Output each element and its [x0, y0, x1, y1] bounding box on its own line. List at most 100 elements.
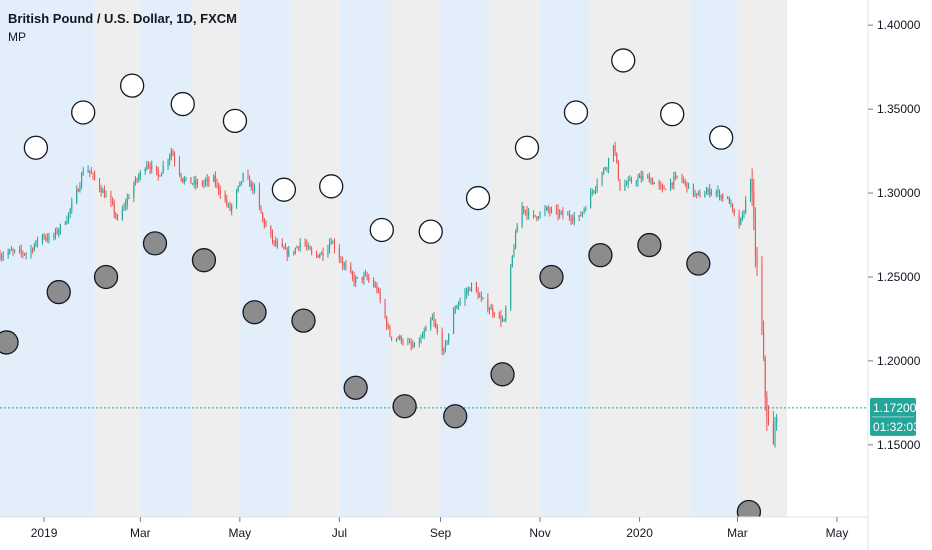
candle-body [510, 266, 512, 308]
candle-body [562, 211, 564, 216]
symbol-title[interactable]: British Pound / U.S. Dollar, 1D, FXCM [8, 11, 237, 26]
candle-body [379, 291, 381, 300]
candle [709, 183, 711, 198]
candle [149, 162, 151, 175]
candle-body [751, 179, 753, 193]
candle-body [681, 176, 683, 181]
candle [751, 168, 753, 206]
candle-body [309, 246, 311, 250]
candle-body [640, 176, 642, 180]
candle-body [436, 327, 438, 333]
candle [539, 211, 541, 219]
candle [170, 147, 172, 161]
candle [102, 187, 104, 194]
candle-body [493, 313, 495, 316]
mp-filled-circle [588, 242, 613, 268]
candle [614, 141, 616, 156]
candle-body [240, 181, 243, 183]
candle-body [275, 241, 277, 245]
candle-body [536, 216, 538, 219]
candle [214, 171, 216, 188]
candle [191, 183, 194, 186]
candle [242, 172, 244, 183]
candle-body [319, 254, 321, 258]
candle-body [195, 180, 197, 185]
candle-body [322, 252, 324, 257]
candle-body [431, 317, 433, 321]
candle-body [128, 197, 130, 199]
candle-body [402, 341, 404, 343]
candle [772, 410, 774, 445]
month-band [0, 0, 45, 517]
candle [231, 203, 233, 216]
candle-body [457, 303, 460, 307]
mp-filled-circle [0, 330, 19, 355]
candle-body [549, 209, 551, 212]
candle [399, 334, 401, 341]
time-tick-label: Sep [430, 526, 452, 540]
candle [515, 229, 517, 250]
mp-filled-circle [93, 264, 119, 290]
candle [98, 177, 101, 193]
candle [663, 185, 665, 190]
candle-body [738, 213, 740, 225]
candle [216, 178, 218, 189]
candle [361, 276, 363, 284]
candle [479, 292, 481, 298]
candle [459, 297, 461, 307]
candle-body [242, 173, 244, 182]
candle-body [397, 338, 399, 340]
candle [69, 208, 71, 219]
candle-body [208, 178, 210, 182]
mp-filled-circle [242, 300, 267, 325]
price-axis[interactable]: 1.40000 1.35000 1.30000 1.25000 1.20000 1.150… [868, 18, 921, 452]
indicator-label[interactable]: MP [8, 30, 26, 44]
candle-body [488, 309, 491, 311]
candle-body [249, 178, 251, 187]
candle-body [149, 166, 151, 170]
candle [229, 201, 231, 212]
candle [526, 205, 528, 220]
candle-body [573, 216, 575, 221]
candle-body [470, 282, 473, 291]
candle [488, 306, 491, 315]
candle [121, 205, 123, 221]
candle-body [180, 173, 182, 179]
time-axis[interactable]: 2019 Mar May Jul Sep Nov 2020 Mar May [31, 517, 849, 540]
candle [253, 183, 256, 194]
candle [627, 176, 629, 189]
candle [0, 249, 1, 261]
candle [46, 233, 48, 243]
candle-body [304, 242, 306, 245]
candle-body [722, 195, 724, 199]
candle-body [617, 162, 619, 180]
candle [273, 240, 275, 247]
candle [128, 194, 130, 200]
candle [105, 190, 107, 198]
mp-filled-circle [142, 231, 168, 256]
candle-body [116, 217, 119, 219]
candle [351, 270, 353, 282]
candle-body [0, 255, 1, 259]
candle [431, 313, 433, 321]
candle [41, 233, 43, 245]
candle-body [123, 205, 125, 210]
candle [100, 184, 102, 197]
candle [681, 173, 683, 184]
candle [608, 157, 610, 174]
candle [281, 238, 283, 248]
candle-body [139, 171, 141, 177]
candle [516, 222, 518, 233]
candle-body [547, 207, 549, 210]
candle-body [740, 217, 742, 225]
candle [420, 334, 422, 344]
candle-body [214, 176, 216, 184]
candle-body [201, 182, 203, 185]
candle-body [23, 253, 26, 255]
time-tick-label: Jul [332, 526, 347, 540]
mp-hollow-circle [660, 101, 685, 127]
candle [389, 324, 391, 338]
candle-body [423, 331, 425, 336]
candle-body [296, 246, 298, 249]
